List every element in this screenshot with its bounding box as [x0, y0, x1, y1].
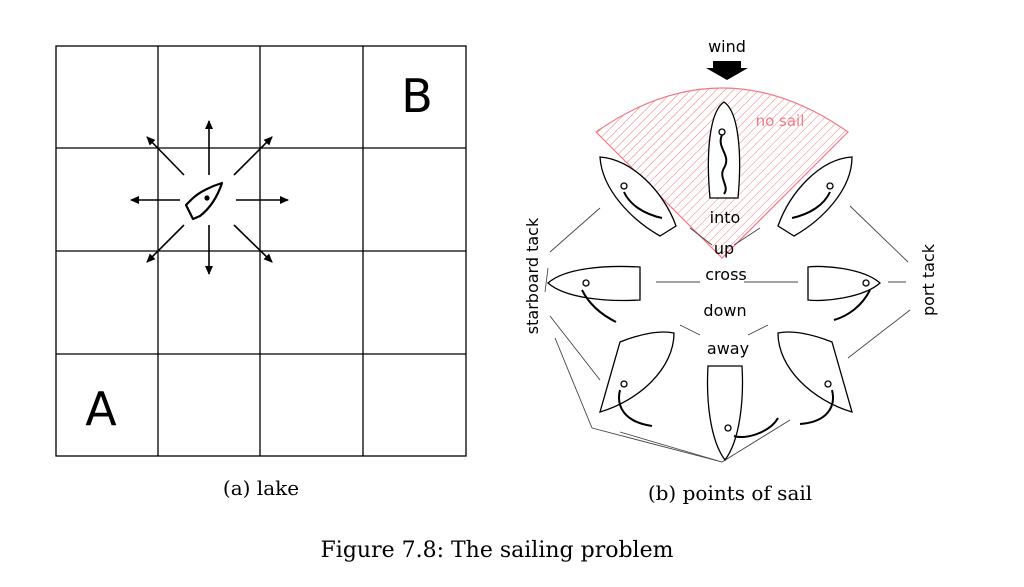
connector-lines	[544, 205, 911, 463]
boat-away-icon	[706, 365, 779, 462]
lake-caption: (a) lake	[223, 476, 299, 500]
arrow-southeast	[233, 224, 273, 263]
port-tack-label: port tack	[919, 243, 938, 316]
cell-label-b: B	[401, 69, 433, 123]
points-of-sail-panel: wind no sail	[523, 37, 938, 505]
cell-label-a: A	[85, 382, 117, 436]
boat-starboard-up-icon	[599, 156, 677, 237]
move-arrows	[130, 120, 289, 275]
boat-port-up-icon	[777, 156, 853, 237]
lake-grid	[55, 45, 467, 457]
boat-starboard-cross-icon	[547, 265, 641, 323]
point-cross-label: cross	[705, 265, 746, 284]
point-away-label: away	[707, 339, 749, 358]
boats	[547, 101, 881, 462]
point-down-label: down	[703, 301, 746, 320]
boat-port-down-icon	[777, 331, 853, 425]
wind-arrow-icon	[706, 61, 748, 80]
point-into-label: into	[710, 208, 741, 227]
figure-caption: Figure 7.8: The sailing problem	[321, 538, 674, 563]
boat-port-cross-icon	[807, 265, 881, 321]
points-of-sail-caption: (b) points of sail	[648, 481, 812, 505]
boat-into-icon	[707, 101, 741, 199]
point-up-label: up	[714, 239, 734, 258]
boat-starboard-down-icon	[599, 331, 675, 427]
lake-panel: B A (a) lake	[55, 45, 467, 500]
starboard-tack-label: starboard tack	[523, 217, 542, 334]
wind-label: wind	[708, 37, 746, 56]
arrow-southwest	[146, 224, 185, 263]
arrow-northeast	[233, 136, 273, 176]
arrow-northwest	[146, 136, 185, 176]
no-sail-label: no sail	[756, 112, 805, 130]
boat-icon	[184, 181, 224, 221]
